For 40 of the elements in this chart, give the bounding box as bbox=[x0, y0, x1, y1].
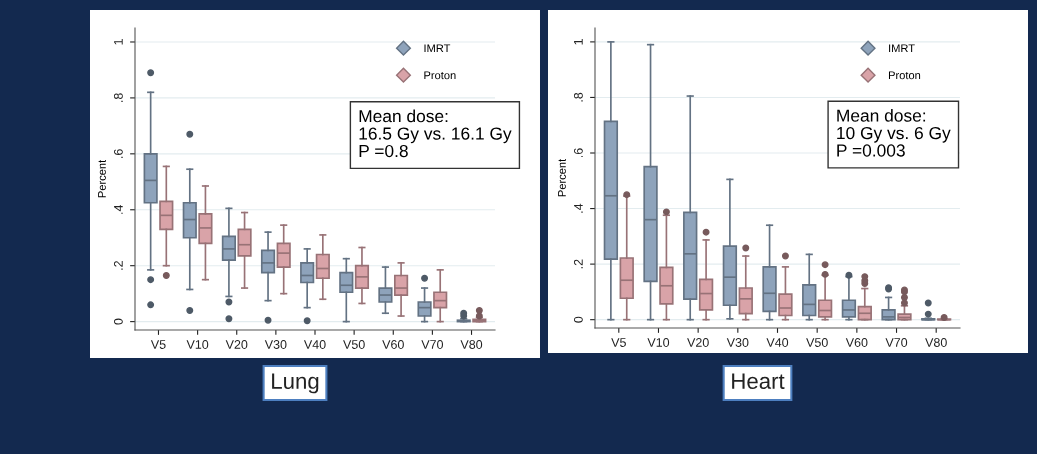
legend-label: Proton bbox=[888, 71, 921, 80]
y-tick-label: .2 bbox=[573, 259, 583, 269]
legend-label: IMRT bbox=[424, 44, 451, 53]
y-tick-label: .4 bbox=[574, 203, 583, 213]
x-tick-label: V80 bbox=[925, 338, 947, 347]
x-tick-label: V60 bbox=[382, 340, 404, 349]
x-tick-label: V60 bbox=[845, 338, 868, 347]
x-tick-label: V30 bbox=[726, 338, 749, 347]
x-tick-label: V20 bbox=[225, 340, 248, 349]
y-tick-label: 0 bbox=[113, 318, 123, 325]
legend-label: IMRT bbox=[889, 44, 915, 53]
annotation: Mean dose: 10 Gy vs. 6 Gy P =0.003 bbox=[837, 109, 951, 157]
x-tick-label: V30 bbox=[264, 340, 287, 349]
x-tick-label: V40 bbox=[303, 340, 326, 349]
x-tick-label: V10 bbox=[647, 338, 670, 347]
legend-label: Proton bbox=[424, 71, 456, 80]
y-tick-label: .2 bbox=[113, 261, 123, 270]
y-tick-label: .6 bbox=[113, 149, 123, 158]
annotation: Mean dose: 16.5 Gy vs. 16.1 Gy P =0.8 bbox=[359, 109, 512, 158]
x-tick-label: V70 bbox=[885, 338, 908, 347]
x-tick-label: V80 bbox=[460, 340, 483, 349]
x-tick-label: V40 bbox=[766, 338, 789, 347]
text: Lung bbox=[272, 373, 319, 394]
y-tick-label: .8 bbox=[113, 93, 123, 102]
x-tick-label: V20 bbox=[687, 338, 709, 347]
y-tick-label: .6 bbox=[573, 148, 583, 158]
y-tick-label: .4 bbox=[114, 204, 123, 214]
y-tick-label: 1 bbox=[574, 39, 583, 45]
x-tick-label: V70 bbox=[421, 340, 444, 349]
text: Heart bbox=[732, 373, 785, 389]
x-tick-label: V50 bbox=[343, 340, 365, 349]
x-tick-label: V5 bbox=[150, 340, 166, 349]
y-tick-label: 1 bbox=[114, 39, 123, 45]
y-axis-title: Percent bbox=[98, 159, 106, 198]
y-tick-label: .8 bbox=[573, 92, 583, 102]
x-tick-label: V50 bbox=[806, 338, 828, 347]
y-axis-title: Percent bbox=[558, 158, 566, 197]
x-tick-label: V10 bbox=[186, 340, 209, 349]
x-tick-label: V5 bbox=[611, 338, 626, 347]
y-tick-label: 0 bbox=[573, 316, 583, 323]
